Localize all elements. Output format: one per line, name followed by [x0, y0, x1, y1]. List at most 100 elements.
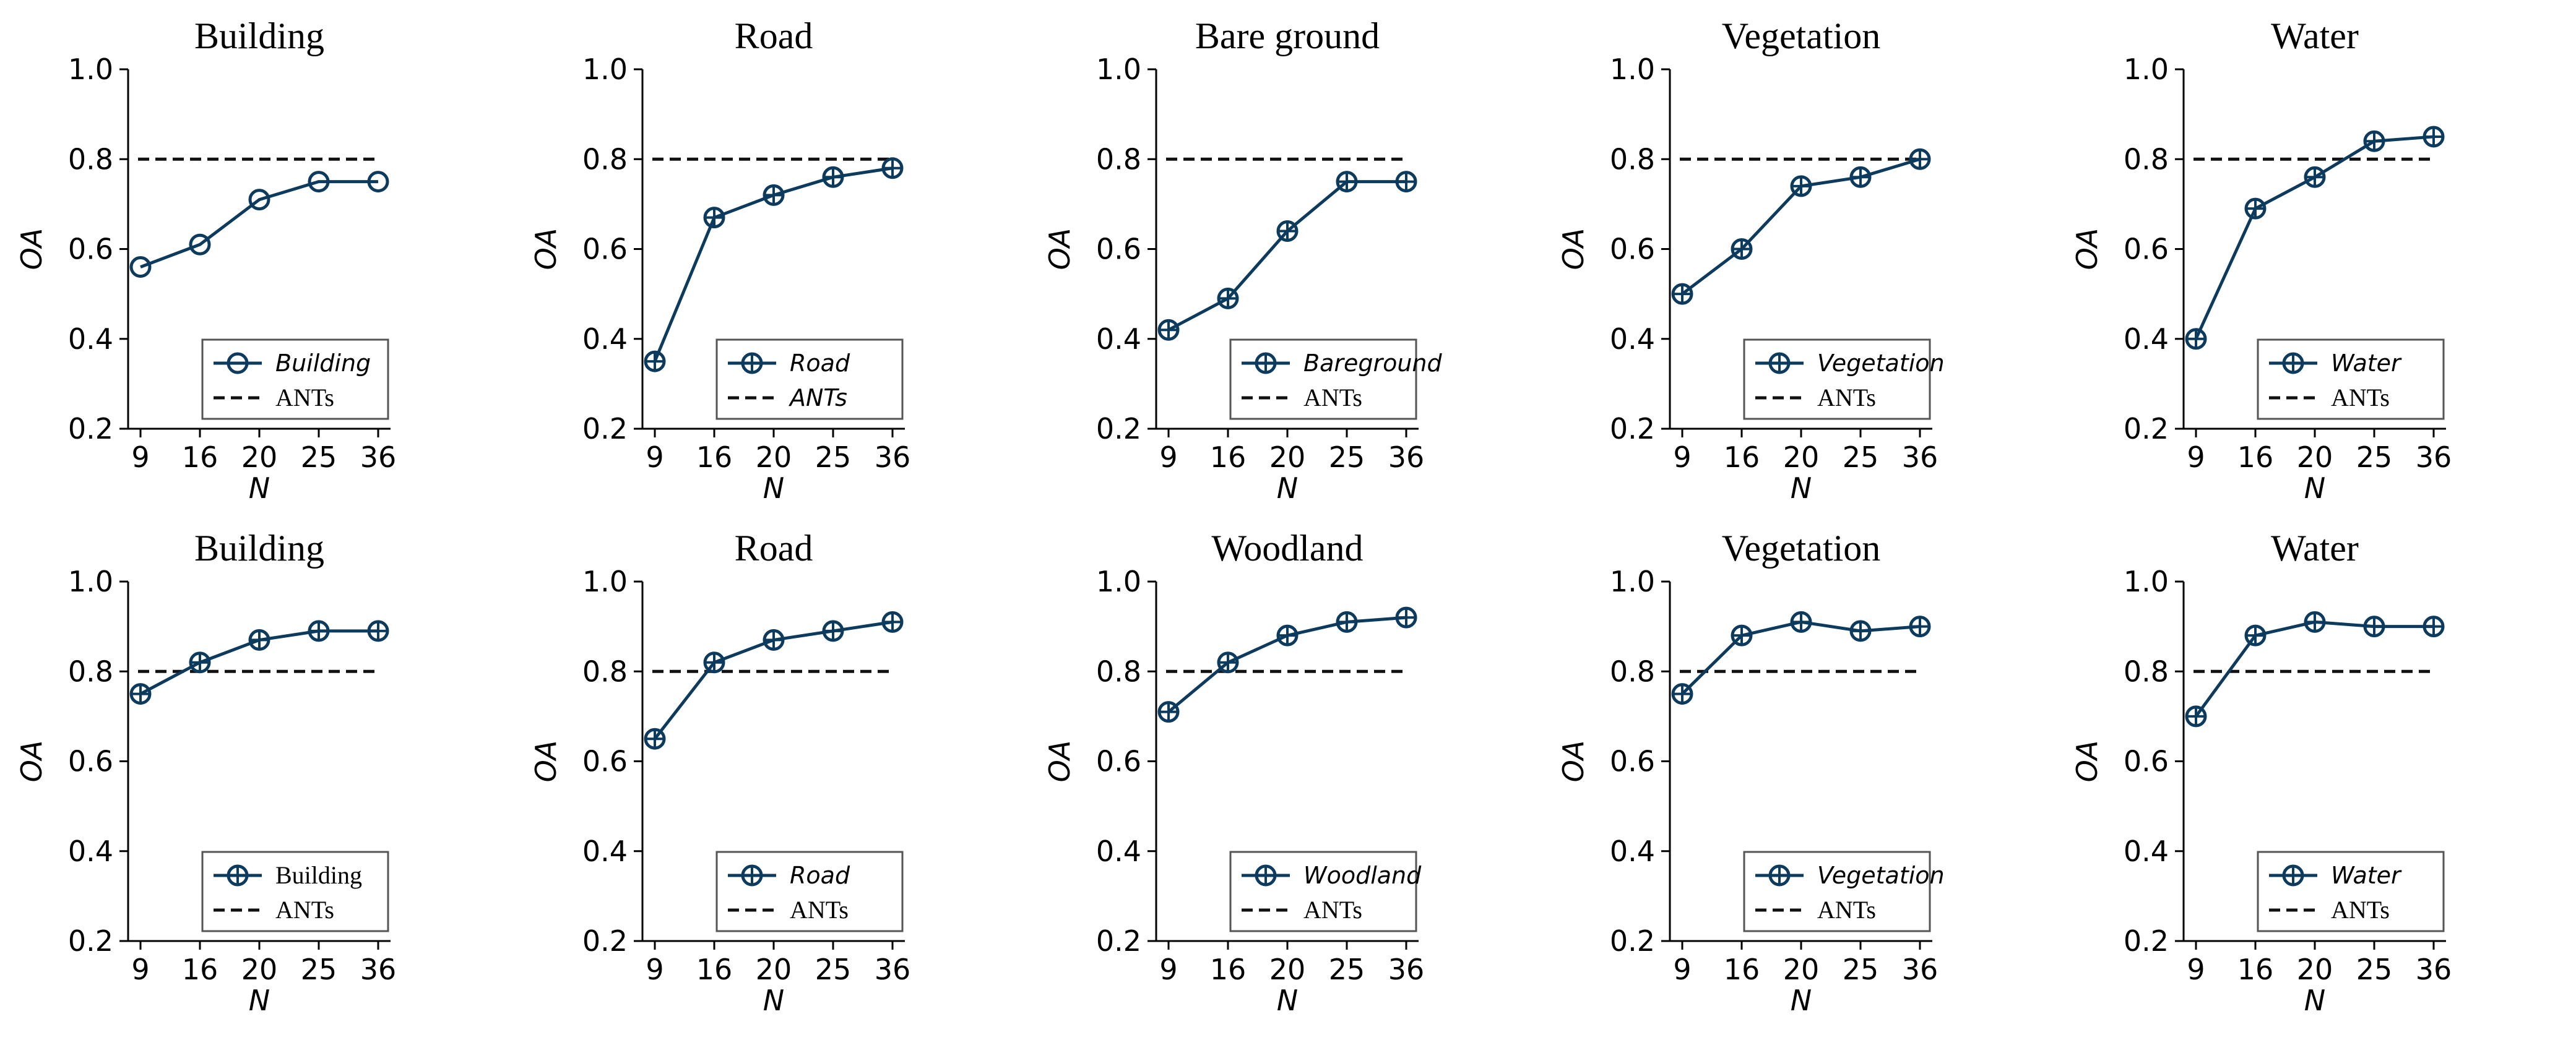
data-point [367, 171, 389, 193]
y-tick-label: 0.6 [1610, 745, 1655, 778]
y-axis-label: OA [529, 228, 563, 270]
legend-box [2257, 851, 2445, 932]
data-point [308, 171, 330, 193]
x-tick-label: 9 [131, 440, 149, 474]
y-tick-label: 0.8 [1610, 142, 1655, 176]
legend: Road ANTs [715, 338, 904, 420]
y-tick-label: 0.2 [1610, 412, 1655, 445]
y-tick-label: 1.0 [2124, 53, 2169, 86]
x-axis-label: N [1791, 471, 1812, 505]
y-tick-label: 0.2 [1610, 924, 1655, 958]
x-tick-label: 25 [1329, 953, 1365, 986]
y-axis-label: OA [1557, 741, 1590, 783]
x-tick-label: 25 [1843, 953, 1879, 986]
y-tick-label: 0.6 [1096, 233, 1141, 266]
legend-baseline-label: ANTs [1303, 384, 1362, 411]
y-tick-label: 1.0 [1096, 53, 1141, 86]
legend-baseline-label: ANTs [2331, 896, 2390, 924]
y-axis-label: OA [529, 741, 563, 783]
legend: Building ANTs [201, 851, 389, 932]
y-tick-label: 0.4 [582, 835, 628, 868]
x-tick-label: 25 [301, 953, 337, 986]
x-axis-label: N [2304, 984, 2325, 1017]
x-tick-label: 16 [1210, 440, 1247, 474]
legend-series-label: Road [790, 862, 850, 889]
y-tick-label: 0.2 [1096, 412, 1141, 445]
x-tick-label: 25 [2356, 953, 2393, 986]
legend: Road ANTs [715, 851, 904, 932]
y-tick-label: 0.4 [1610, 835, 1655, 868]
y-tick-label: 1.0 [1096, 565, 1141, 598]
legend-baseline-label: ANTs [275, 384, 334, 411]
chart-panel-9: Vegetation 0.2 0.4 0.6 0.8 1.0 9 16 20 25 36 N OA Veg… [1557, 528, 1945, 1017]
y-tick-label: 0.2 [2124, 412, 2169, 445]
y-tick-label: 0.4 [1610, 322, 1655, 356]
x-tick-label: 20 [1783, 440, 1820, 474]
chart-title: Water [2271, 528, 2359, 569]
legend-box [715, 851, 904, 932]
legend-box [2257, 338, 2445, 420]
x-tick-label: 36 [360, 440, 397, 474]
chart-panel-6: Building 0.2 0.4 0.6 0.8 1.0 9 16 20 25 36 N OA Build… [15, 528, 396, 1017]
data-point [129, 256, 152, 278]
x-tick-label: 16 [182, 440, 218, 474]
legend-series-label: Bareground [1303, 350, 1443, 377]
chart-title: Road [735, 15, 813, 56]
x-tick-label: 16 [1724, 440, 1760, 474]
x-tick-label: 25 [815, 953, 852, 986]
chart-panel-1: Building 0.2 0.4 0.6 0.8 1.0 9 16 20 25 36 N OA Build… [15, 15, 396, 505]
legend-series-label: Water [2331, 350, 2402, 377]
x-tick-label: 16 [1210, 953, 1247, 986]
legend-baseline-label: ANTs [788, 384, 847, 411]
x-tick-label: 25 [2356, 440, 2393, 474]
y-tick-label: 0.2 [2124, 924, 2169, 958]
legend-box [715, 338, 904, 420]
y-tick-label: 0.4 [1096, 322, 1141, 356]
y-tick-label: 0.8 [1610, 655, 1655, 688]
x-tick-label: 16 [2237, 440, 2274, 474]
x-tick-label: 36 [360, 953, 397, 986]
legend: Building ANTs [201, 338, 389, 420]
chart-title: Building [194, 15, 324, 56]
x-axis-label: N [763, 984, 784, 1017]
x-tick-label: 9 [2187, 953, 2205, 986]
y-tick-label: 0.6 [2124, 233, 2169, 266]
x-tick-label: 20 [2297, 953, 2333, 986]
y-tick-label: 0.6 [1096, 745, 1141, 778]
y-axis-label: OA [15, 228, 48, 270]
y-tick-label: 0.4 [68, 835, 113, 868]
legend-baseline-label: ANTs [1817, 896, 1876, 924]
x-tick-label: 20 [756, 440, 792, 474]
y-tick-label: 0.8 [582, 142, 628, 176]
y-tick-label: 0.6 [2124, 745, 2169, 778]
x-tick-label: 9 [1673, 440, 1691, 474]
x-tick-label: 20 [1783, 953, 1820, 986]
legend: Bareground ANTs [1229, 338, 1443, 420]
x-tick-label: 36 [2416, 440, 2452, 474]
y-tick-label: 0.6 [582, 745, 628, 778]
x-tick-label: 36 [875, 440, 911, 474]
y-tick-label: 1.0 [582, 53, 628, 86]
x-tick-label: 9 [1159, 953, 1177, 986]
legend-series-label: Building [275, 861, 362, 889]
x-tick-label: 9 [646, 953, 663, 986]
y-tick-label: 0.4 [1096, 835, 1141, 868]
x-tick-label: 20 [1269, 953, 1306, 986]
x-tick-label: 9 [2187, 440, 2205, 474]
y-tick-label: 0.6 [582, 233, 628, 266]
legend-box [1743, 851, 1931, 932]
legend: Water ANTs [2257, 338, 2445, 420]
y-tick-label: 0.8 [68, 142, 113, 176]
chart-panel-8: Woodland 0.2 0.4 0.6 0.8 1.0 9 16 20 25 36 N OA Woodl… [1043, 528, 1424, 1017]
y-tick-label: 0.8 [2124, 142, 2169, 176]
chart-panel-3: Bare ground 0.2 0.4 0.6 0.8 1.0 9 16 20 25 36 N OA Ba… [1043, 15, 1443, 505]
chart-title: Building [194, 528, 324, 569]
x-axis-label: N [249, 984, 270, 1017]
x-axis-label: N [249, 471, 270, 505]
y-tick-label: 0.8 [1096, 655, 1141, 688]
legend-marker [227, 352, 249, 374]
x-axis-label: N [1277, 984, 1298, 1017]
x-tick-label: 16 [696, 953, 733, 986]
y-tick-label: 0.4 [68, 322, 113, 356]
y-tick-label: 1.0 [1610, 565, 1655, 598]
